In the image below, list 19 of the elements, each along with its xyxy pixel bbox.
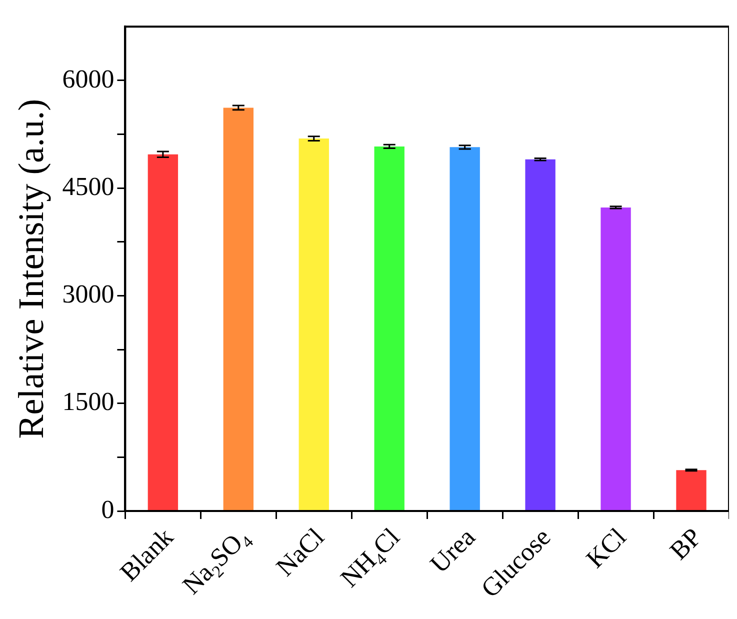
y-tick-label: 1500 (62, 387, 114, 416)
bar (525, 159, 556, 510)
y-tick-label: 3000 (62, 280, 114, 309)
bar (450, 147, 480, 510)
bar (298, 138, 329, 510)
bar (676, 470, 706, 510)
bar (223, 108, 254, 510)
y-tick-label: 6000 (62, 64, 114, 94)
y-tick-label: 4500 (62, 172, 114, 201)
x-tick-label: KCl (580, 522, 632, 574)
bar (600, 207, 631, 510)
y-tick-label: 0 (101, 494, 114, 524)
y-axis-title: Relative Intensity (a.u.) (11, 98, 52, 439)
x-tick-label: Urea (424, 522, 482, 579)
bar (148, 154, 178, 510)
x-tick-label: Na2SO4 (176, 528, 258, 600)
x-tick-label: BP (664, 522, 708, 566)
x-tick-label: NH4Cl (334, 522, 406, 593)
bar (374, 146, 404, 510)
